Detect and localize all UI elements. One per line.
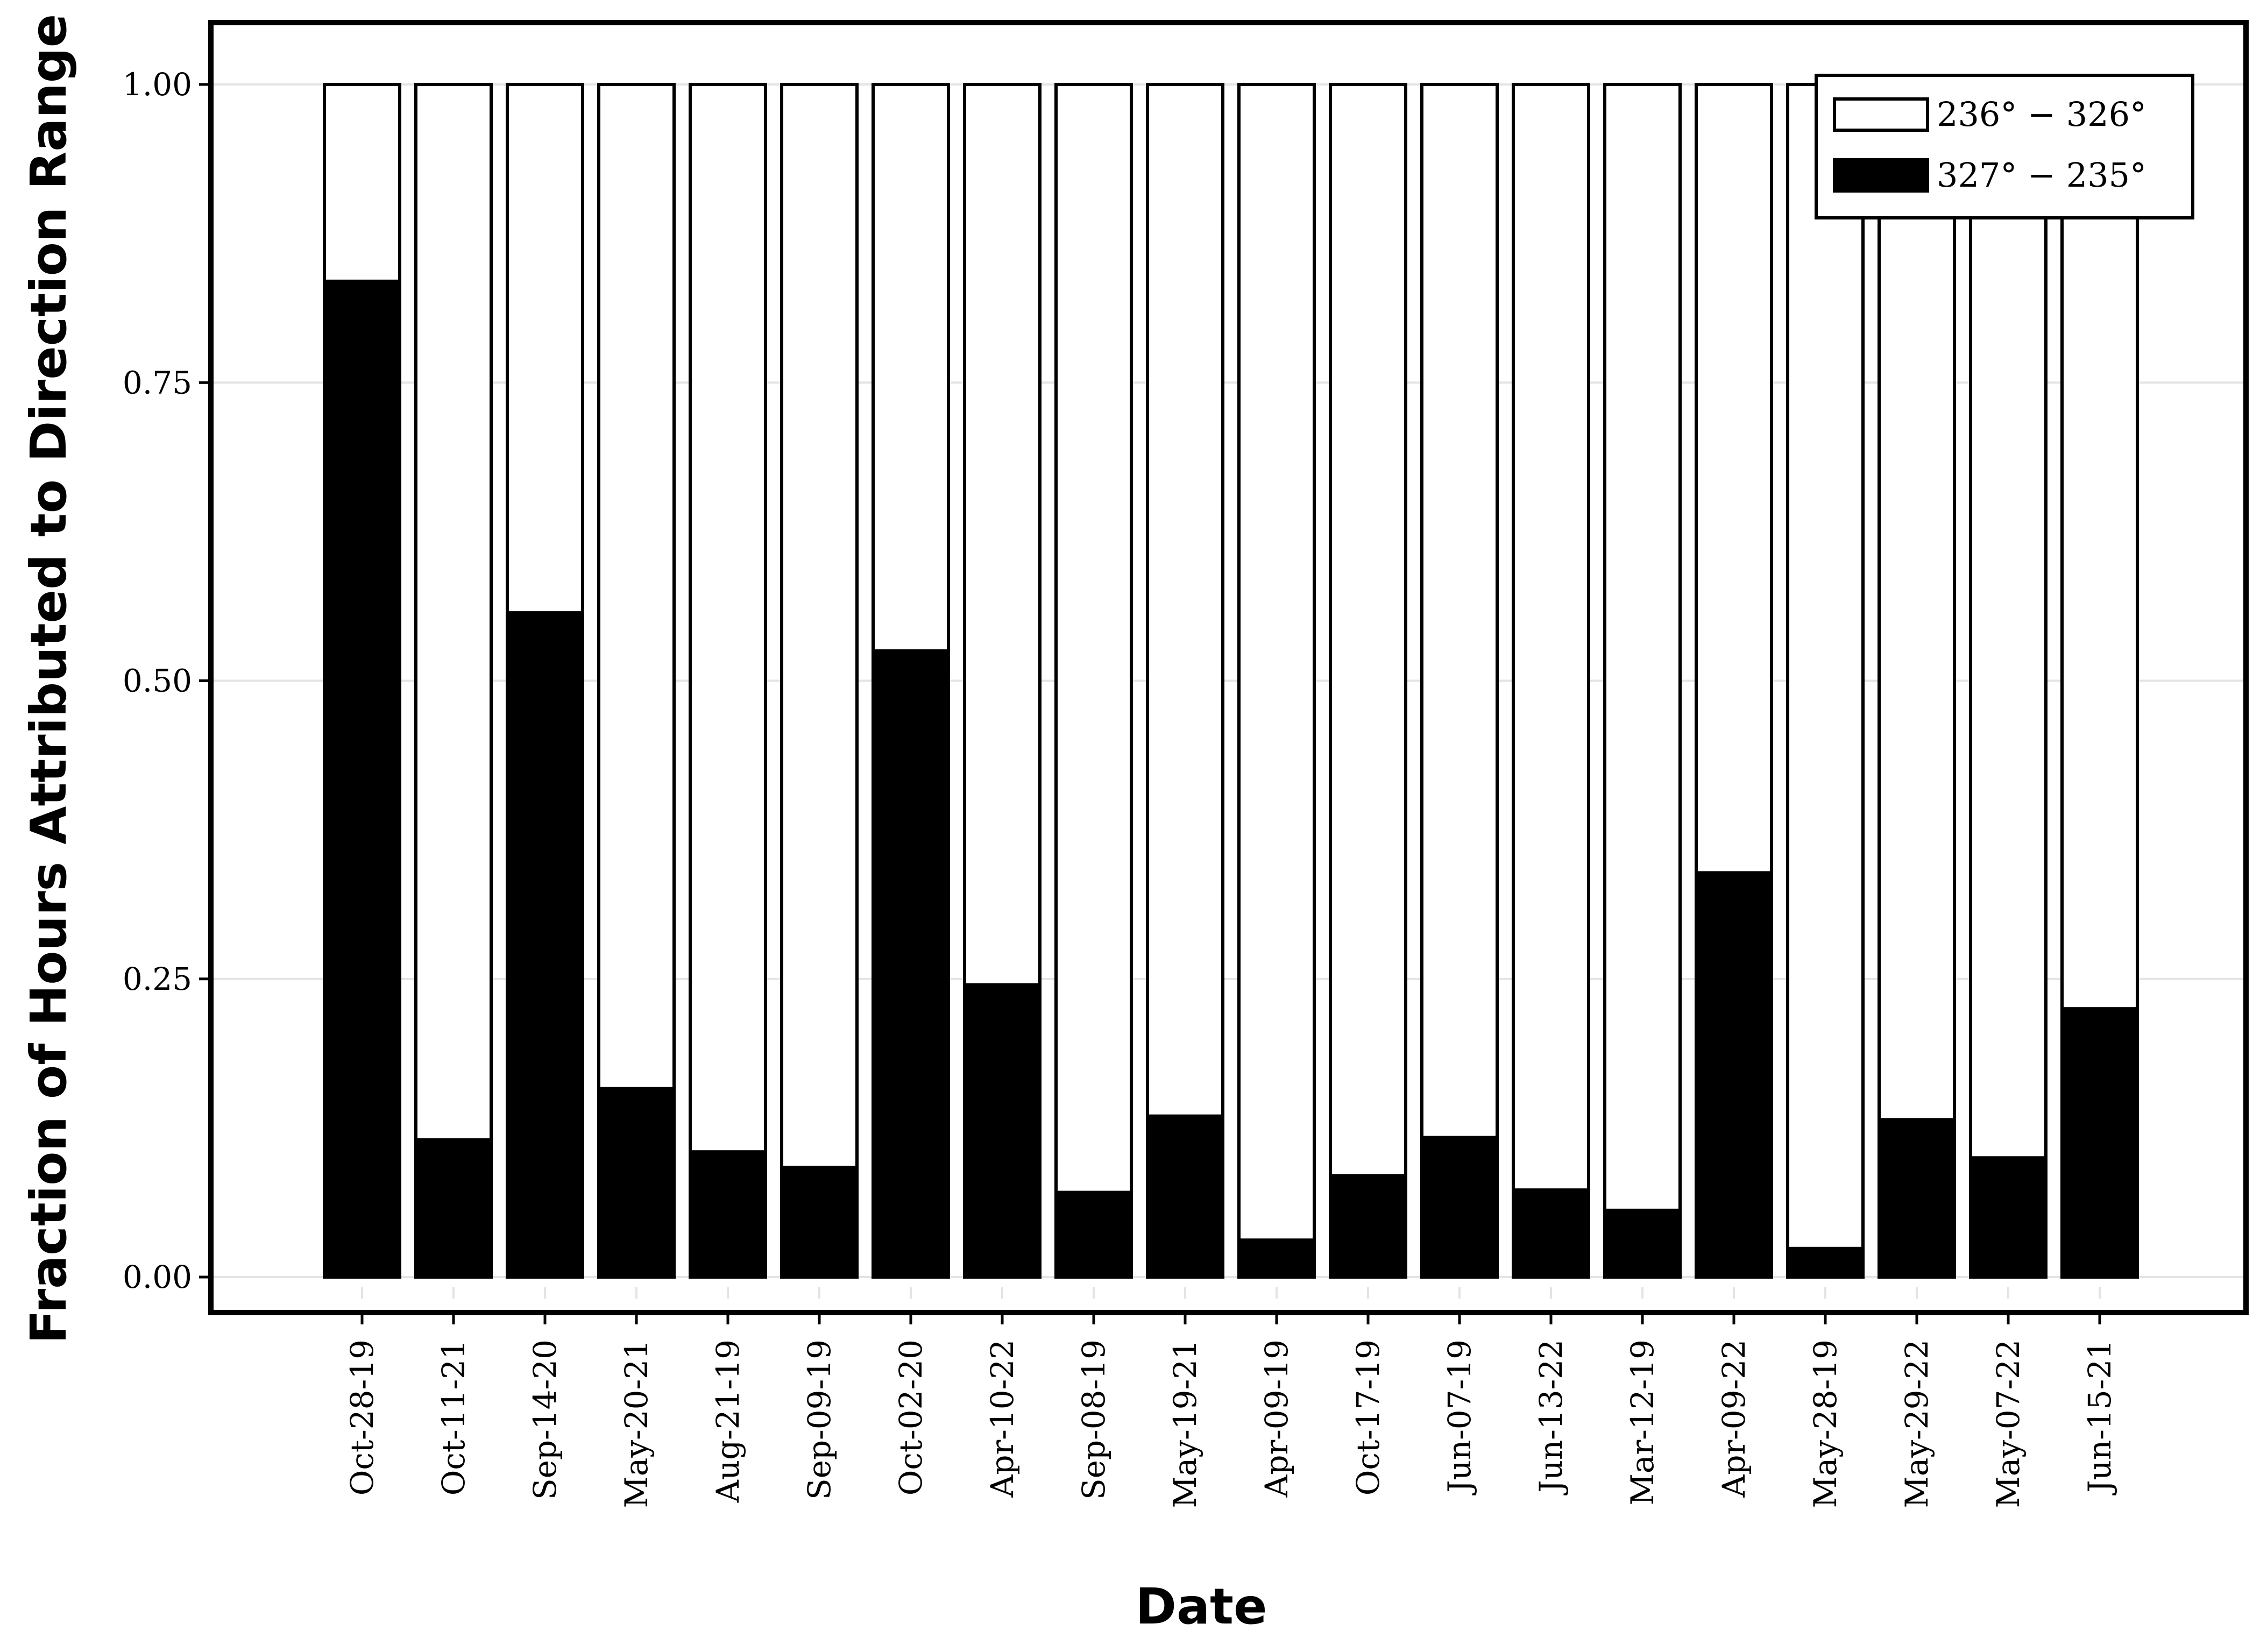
bar-segment-series-0	[323, 279, 401, 1279]
y-tick-label: 0.50	[123, 663, 192, 699]
bar-segment-series-1	[323, 83, 401, 283]
bar-segment-series-0	[963, 983, 1042, 1279]
y-axis-ticks: 0.00 0.25 0.50 0.75 1.00	[123, 66, 211, 1295]
x-tick-label: Apr-09-22	[1716, 1339, 1752, 1498]
x-tick-label: Sep-14-20	[527, 1339, 563, 1500]
bar-segment-series-0	[1420, 1136, 1499, 1279]
x-tick-label: Oct-28-19	[344, 1339, 380, 1495]
x-tick-label: Apr-09-19	[1258, 1339, 1295, 1498]
x-tick-label: May-28-19	[1807, 1339, 1844, 1508]
bar-segment-series-0	[414, 1138, 493, 1279]
bar-segment-series-1	[1329, 83, 1407, 1178]
bar-segment-series-1	[1420, 83, 1499, 1139]
bar-segment-series-0	[1237, 1238, 1316, 1279]
bar-segment-series-1	[872, 83, 950, 653]
x-tick-label: May-19-21	[1167, 1339, 1203, 1508]
bar-segment-series-1	[506, 83, 584, 615]
bar-segment-series-0	[780, 1166, 859, 1279]
x-tick-label: Mar-12-19	[1624, 1339, 1661, 1506]
x-tick-label: Apr-10-22	[984, 1339, 1021, 1498]
bar-segment-series-1	[689, 83, 767, 1154]
bar-segment-series-1	[1878, 83, 1956, 1122]
bars	[323, 83, 2139, 1279]
bar-segment-series-1	[2060, 83, 2139, 1011]
bar-segment-series-1	[1969, 83, 2048, 1160]
bar-segment-series-0	[1146, 1114, 1224, 1279]
x-tick-label: Sep-08-19	[1075, 1339, 1112, 1500]
legend: 236° − 326° 327° − 235°	[1815, 74, 2194, 219]
plot-frame	[208, 20, 2249, 1315]
x-tick-label: Jun-07-19	[1441, 1339, 1478, 1495]
x-tick-label: Jun-13-22	[1533, 1339, 1569, 1495]
bar-segment-series-0	[2060, 1007, 2139, 1279]
legend-label-white: 236° − 326°	[1937, 95, 2146, 134]
bar-segment-series-0	[689, 1150, 767, 1279]
bar-segment-series-1	[597, 83, 676, 1090]
bar-segment-series-0	[1786, 1246, 1865, 1279]
y-tick-label: 0.25	[123, 961, 192, 997]
y-tick-label: 0.00	[123, 1259, 192, 1295]
bar-segment-series-0	[872, 649, 950, 1279]
bar-segment-series-0	[597, 1087, 676, 1279]
x-tick-label: May-07-22	[1990, 1339, 2027, 1508]
bar-segment-series-0	[1969, 1156, 2048, 1279]
bar-segment-series-0	[1878, 1118, 1956, 1279]
bar-segment-series-1	[1695, 83, 1773, 875]
bar-segment-series-1	[963, 83, 1042, 987]
x-axis-ticks: Oct-28-19 Oct-11-21 Sep-14-20 May-20-21 Aug-…	[344, 1313, 2118, 1508]
bar-segment-series-1	[1603, 83, 1682, 1212]
y-tick-label: 1.00	[123, 66, 192, 103]
bar-segment-series-1	[1786, 83, 1865, 1250]
bar-segment-series-0	[1603, 1208, 1682, 1279]
x-axis-title: Date	[1136, 1578, 1267, 1635]
bar-segment-series-0	[1512, 1188, 1590, 1279]
bar-segment-series-0	[1695, 871, 1773, 1279]
x-tick-label: Jun-15-21	[2081, 1339, 2118, 1495]
legend-swatch-white	[1833, 97, 1929, 132]
bar-segment-series-1	[1237, 83, 1316, 1242]
bar-segment-series-1	[1146, 83, 1224, 1118]
x-tick-label: Sep-09-19	[801, 1339, 838, 1500]
bar-segment-series-1	[1512, 83, 1590, 1192]
bar-segment-series-1	[414, 83, 493, 1142]
bar-segment-series-0	[1329, 1174, 1407, 1279]
bar-segment-series-1	[780, 83, 859, 1169]
legend-swatch-black	[1833, 158, 1929, 193]
x-tick-label: May-20-21	[618, 1339, 655, 1508]
y-axis-title: Fraction of Hours Attributed to Directio…	[20, 14, 77, 1344]
y-tick-label: 0.75	[123, 364, 192, 401]
bar-segment-series-0	[506, 611, 584, 1279]
bar-segment-series-0	[1054, 1190, 1133, 1279]
x-tick-label: Oct-17-19	[1350, 1339, 1386, 1495]
x-tick-label: Aug-21-19	[710, 1339, 746, 1503]
bar-segment-series-1	[1054, 83, 1133, 1194]
legend-label-black: 327° − 235°	[1937, 155, 2146, 195]
x-tick-label: May-29-22	[1898, 1339, 1935, 1508]
x-tick-label: Oct-02-20	[892, 1339, 929, 1495]
x-tick-label: Oct-11-21	[435, 1339, 472, 1495]
